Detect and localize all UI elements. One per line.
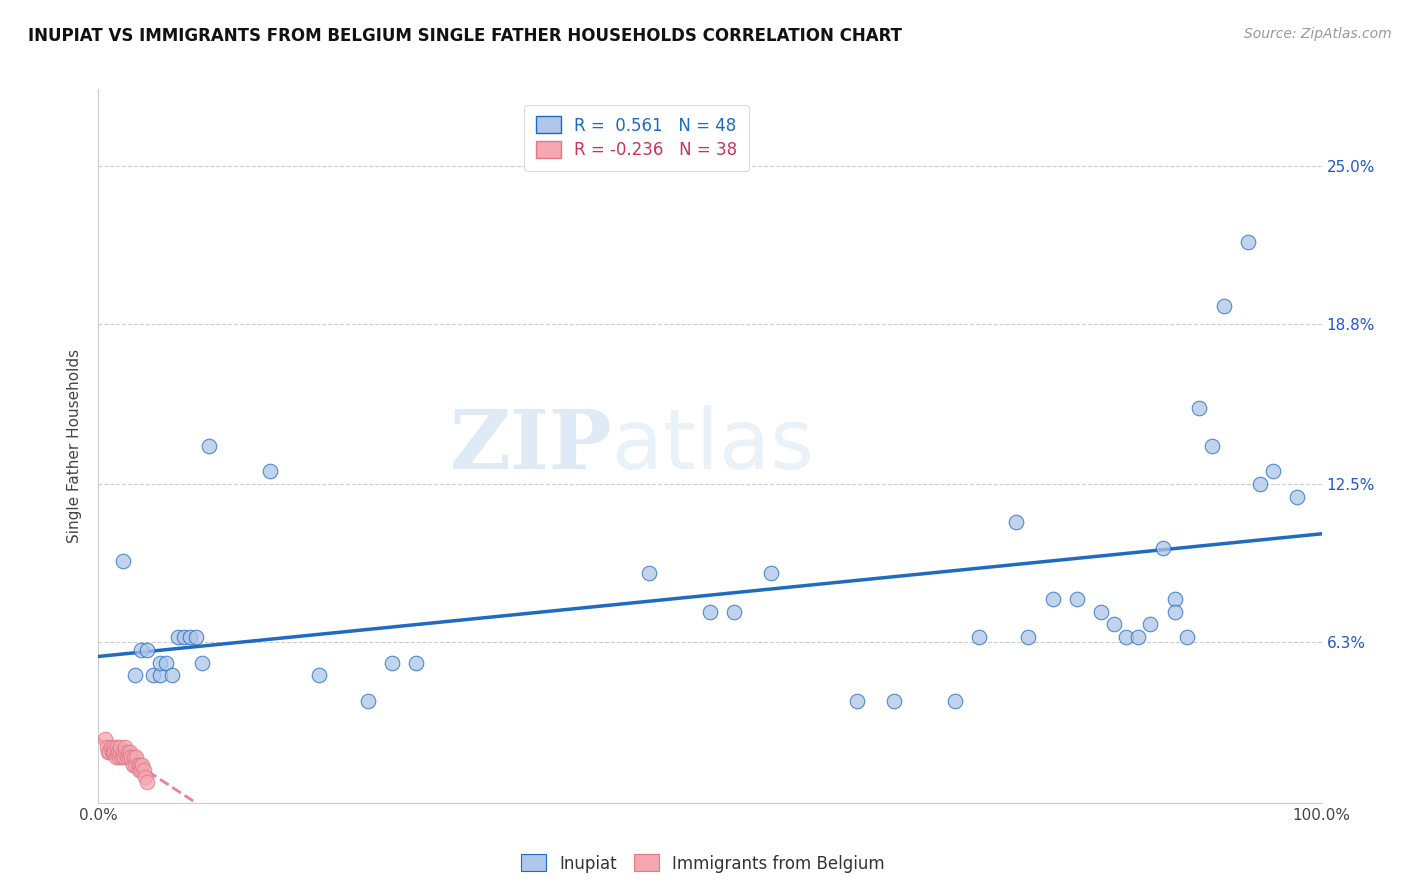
Point bbox=[103, 745, 125, 759]
Point bbox=[122, 750, 145, 764]
Point bbox=[308, 668, 330, 682]
Point bbox=[1004, 516, 1026, 530]
Point bbox=[699, 605, 721, 619]
Text: Source: ZipAtlas.com: Source: ZipAtlas.com bbox=[1244, 27, 1392, 41]
Point bbox=[124, 668, 146, 682]
Point bbox=[1115, 630, 1137, 644]
Point bbox=[1042, 591, 1064, 606]
Point bbox=[124, 757, 146, 772]
Point bbox=[967, 630, 990, 644]
Point bbox=[129, 763, 152, 777]
Point bbox=[142, 668, 165, 682]
Point bbox=[883, 694, 905, 708]
Point bbox=[112, 750, 135, 764]
Point bbox=[105, 745, 128, 759]
Point bbox=[129, 643, 152, 657]
Legend: Inupiat, Immigrants from Belgium: Inupiat, Immigrants from Belgium bbox=[515, 847, 891, 880]
Point bbox=[1090, 605, 1112, 619]
Point bbox=[1175, 630, 1198, 644]
Text: INUPIAT VS IMMIGRANTS FROM BELGIUM SINGLE FATHER HOUSEHOLDS CORRELATION CHART: INUPIAT VS IMMIGRANTS FROM BELGIUM SINGL… bbox=[28, 27, 903, 45]
Point bbox=[1201, 439, 1223, 453]
Point bbox=[1249, 477, 1271, 491]
Point bbox=[197, 439, 219, 453]
Point bbox=[108, 750, 131, 764]
Point bbox=[111, 554, 134, 568]
Point bbox=[1164, 605, 1187, 619]
Point bbox=[155, 656, 177, 670]
Point bbox=[110, 745, 132, 759]
Point bbox=[136, 775, 159, 789]
Point bbox=[132, 763, 155, 777]
Point bbox=[723, 605, 745, 619]
Point bbox=[1102, 617, 1125, 632]
Point bbox=[103, 739, 125, 754]
Point bbox=[114, 739, 136, 754]
Point bbox=[120, 750, 142, 764]
Point bbox=[101, 745, 124, 759]
Point bbox=[1017, 630, 1039, 644]
Point bbox=[118, 750, 141, 764]
Legend: R =  0.561   N = 48, R = -0.236   N = 38: R = 0.561 N = 48, R = -0.236 N = 38 bbox=[524, 104, 749, 171]
Point bbox=[381, 656, 404, 670]
Point bbox=[107, 745, 129, 759]
Point bbox=[638, 566, 661, 581]
Point bbox=[115, 750, 138, 764]
Point bbox=[134, 770, 156, 784]
Point bbox=[167, 630, 190, 644]
Point bbox=[1261, 465, 1284, 479]
Point bbox=[1139, 617, 1161, 632]
Point bbox=[149, 668, 172, 682]
Point bbox=[259, 465, 281, 479]
Text: atlas: atlas bbox=[612, 406, 814, 486]
Point bbox=[1066, 591, 1088, 606]
Point bbox=[111, 745, 134, 759]
Point bbox=[1152, 541, 1174, 555]
Point bbox=[943, 694, 966, 708]
Point bbox=[186, 630, 208, 644]
Point bbox=[173, 630, 195, 644]
Point bbox=[160, 668, 183, 682]
Point bbox=[104, 750, 127, 764]
Point bbox=[191, 656, 214, 670]
Point bbox=[100, 739, 122, 754]
Point bbox=[129, 757, 152, 772]
Point bbox=[845, 694, 868, 708]
Point bbox=[179, 630, 201, 644]
Point bbox=[96, 739, 118, 754]
Point bbox=[1237, 235, 1260, 249]
Point bbox=[93, 732, 115, 747]
Point bbox=[117, 745, 139, 759]
Text: ZIP: ZIP bbox=[450, 406, 612, 486]
Point bbox=[127, 757, 149, 772]
Point bbox=[110, 739, 132, 754]
Point bbox=[149, 656, 172, 670]
Point bbox=[356, 694, 378, 708]
Point bbox=[761, 566, 783, 581]
Point bbox=[120, 745, 142, 759]
Point bbox=[1128, 630, 1150, 644]
Point bbox=[121, 757, 143, 772]
Point bbox=[105, 739, 128, 754]
Point bbox=[1164, 591, 1187, 606]
Y-axis label: Single Father Households: Single Father Households bbox=[67, 349, 83, 543]
Point bbox=[131, 757, 153, 772]
Point bbox=[125, 750, 148, 764]
Point bbox=[128, 763, 150, 777]
Point bbox=[1286, 490, 1309, 504]
Point bbox=[97, 745, 120, 759]
Point bbox=[1212, 299, 1234, 313]
Point bbox=[405, 656, 427, 670]
Point bbox=[136, 643, 159, 657]
Point bbox=[114, 745, 136, 759]
Point bbox=[1188, 401, 1211, 415]
Point bbox=[101, 745, 124, 759]
Point bbox=[111, 750, 134, 764]
Point bbox=[98, 745, 121, 759]
